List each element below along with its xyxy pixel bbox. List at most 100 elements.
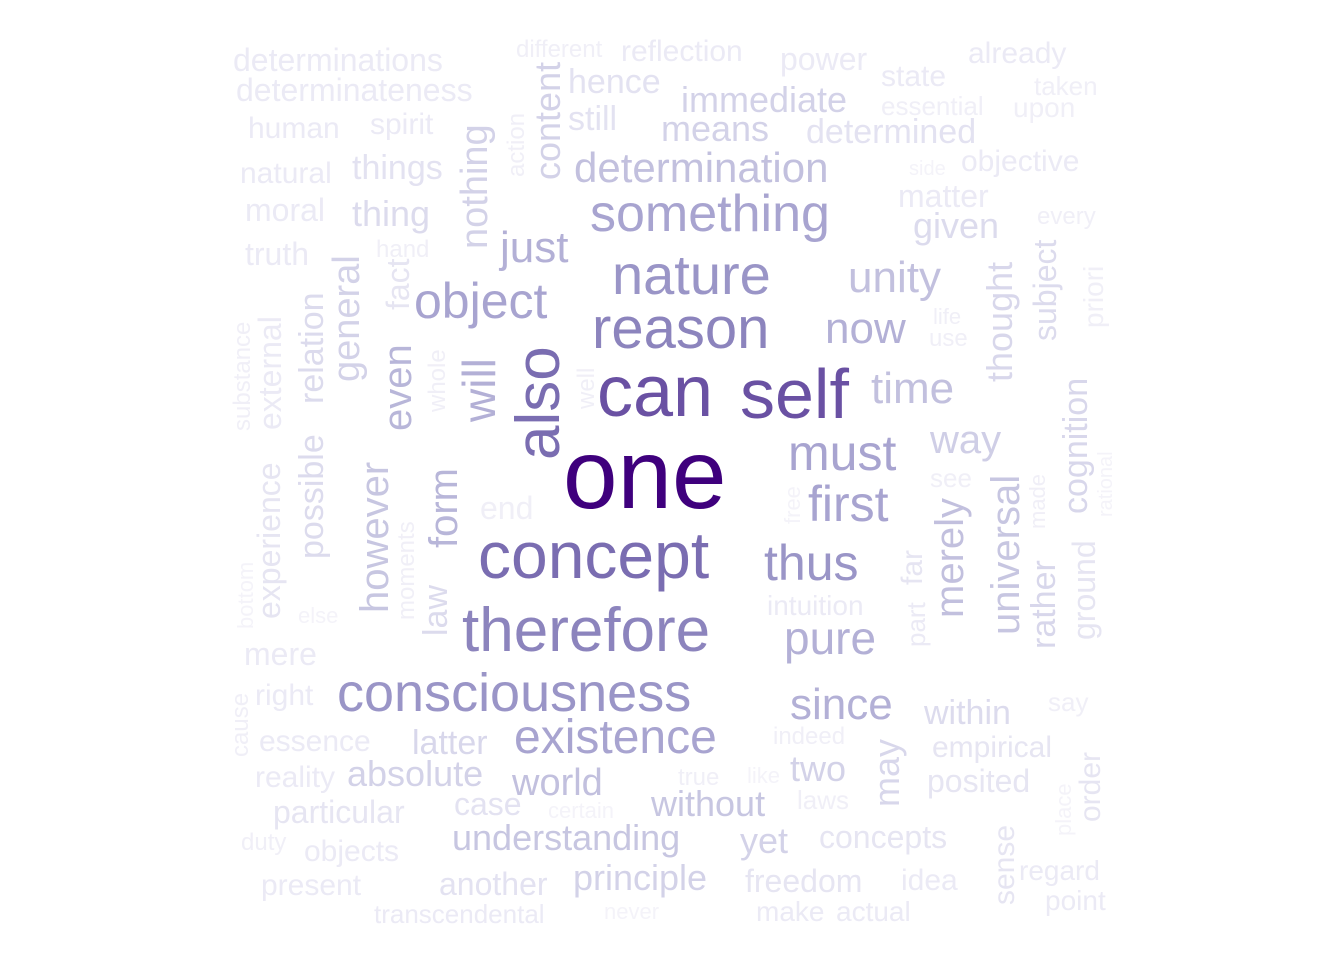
word-life: life [933,304,962,329]
word-time: time [871,364,955,413]
word-consciousness: consciousness [337,663,692,723]
word-different: different [516,36,603,63]
word-say: say [1048,687,1089,717]
word-concepts: concepts [819,819,948,855]
word-one: one [563,419,727,529]
word-first: first [808,476,889,532]
word-pure: pure [784,612,877,664]
word-given: given [913,205,1000,246]
word-content: content [527,61,568,180]
word-point: point [1045,885,1106,916]
word-rational: rational [1095,451,1117,517]
word-general: general [326,255,368,382]
word-action: action [503,112,530,177]
word-freedom: freedom [745,863,863,899]
word-indeed: indeed [773,723,846,750]
word-objects: objects [304,835,400,868]
word-make: make [756,896,825,927]
word-however: however [353,461,397,613]
word-place: place [1051,783,1076,836]
word-case: case [454,786,522,822]
word-matter: matter [898,178,989,214]
word-way: way [930,418,1002,462]
word-bottom: bottom [233,561,258,629]
word-natural: natural [240,157,332,190]
word-understanding: understanding [452,817,681,858]
word-absolute: absolute [347,753,484,794]
word-certain: certain [548,798,615,823]
word-end: end [480,490,534,526]
word-must: must [788,425,897,481]
word-never: never [604,899,660,924]
word-idea: idea [901,864,958,897]
word-moral: moral [245,192,326,228]
word-human: human [248,112,340,145]
word-essential: essential [881,91,984,121]
word-essence: essence [259,725,371,758]
word-every: every [1037,203,1096,230]
word-even: even [376,344,420,431]
word-cognition: cognition [1057,377,1095,514]
word-right: right [255,679,314,712]
word-substance: substance [229,321,256,431]
word-empirical: empirical [932,731,1053,764]
word-determinations: determinations [233,42,443,78]
word-already: already [968,37,1067,70]
word-also: also [504,346,573,460]
word-nature: nature [612,243,771,306]
word-duty: duty [241,829,287,856]
word-determined: determined [806,113,977,151]
word-order: order [1074,751,1107,822]
word-world: world [512,762,603,804]
word-reflection: reflection [621,35,743,68]
word-universal: universal [984,474,1028,635]
word-therefore: therefore [462,596,711,665]
word-latter: latter [412,724,488,762]
word-state: state [881,60,947,93]
word-priori: priori [1078,265,1109,328]
word-spirit: spirit [370,108,434,141]
word-free: free [780,486,805,524]
word-actual: actual [836,896,911,927]
word-regard: regard [1019,855,1100,886]
word-determination: determination [574,144,829,191]
word-law: law [417,584,455,636]
word-hence: hence [568,63,661,101]
word-reality: reality [255,761,336,794]
word-taken: taken [1034,71,1098,101]
word-just: just [500,223,569,272]
word-made: made [1025,473,1050,529]
word-since: since [790,680,893,729]
word-true: true [678,764,720,791]
word-well: well [573,367,600,409]
word-use: use [929,325,968,352]
word-now: now [825,304,906,353]
word-subject: subject [1027,239,1063,341]
word-rather: rather [1025,560,1063,649]
word-something: something [590,185,830,243]
word-far: far [896,549,929,585]
word-whole: whole [424,349,451,412]
word-unity: unity [848,253,941,302]
word-moments: moments [393,521,420,620]
word-thought: thought [979,261,1020,382]
word-truth: truth [245,236,310,272]
word-relation: relation [293,292,331,404]
word-object: object [414,273,548,329]
word-another: another [439,866,548,902]
word-like: like [747,763,781,788]
word-laws: laws [797,785,850,815]
word-see: see [930,463,972,493]
word-merely: merely [928,497,972,618]
word-ground: ground [1066,540,1102,640]
word-existence: existence [514,711,717,764]
word-intuition: intuition [767,590,864,621]
word-concept: concept [478,518,710,592]
word-upon: upon [1013,92,1076,123]
word-immediate: immediate [681,79,848,120]
word-cause: cause [227,692,254,757]
word-principle: principle [573,857,708,898]
word-power: power [780,41,868,77]
word-may: may [866,738,907,807]
